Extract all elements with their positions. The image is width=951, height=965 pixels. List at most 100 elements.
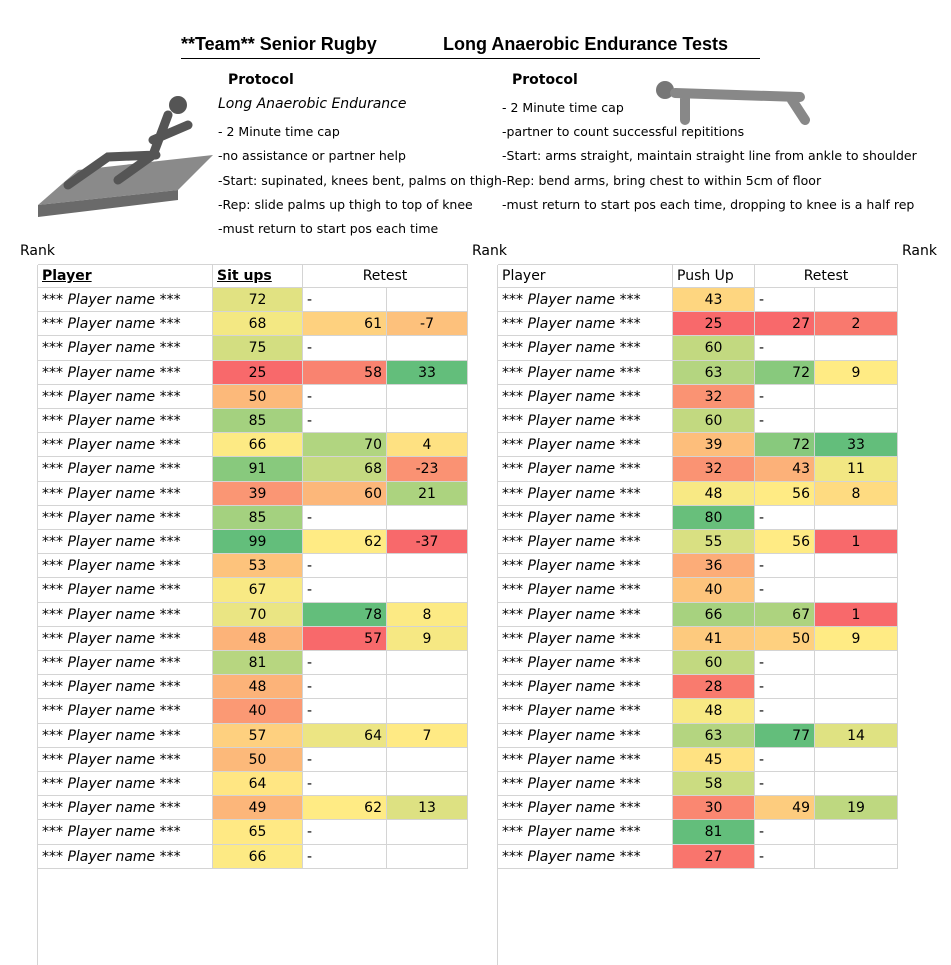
- score-cell: 40: [213, 699, 303, 724]
- player-name: *** Player name ***: [38, 336, 213, 361]
- player-name: *** Player name ***: [498, 481, 673, 506]
- retest-cell: 43: [755, 457, 815, 482]
- player-name: *** Player name ***: [498, 578, 673, 603]
- retest-cell: -: [755, 288, 815, 313]
- retest-cell: -: [303, 772, 387, 797]
- score-cell: 53: [213, 554, 303, 579]
- change-cell: [815, 747, 898, 772]
- score-cell: 75: [213, 336, 303, 361]
- retest-cell: -: [755, 675, 815, 700]
- change-cell: [387, 384, 468, 409]
- change-cell: 9: [815, 626, 898, 651]
- protocol-line: -Rep: bend arms, bring chest to within 5…: [502, 172, 822, 188]
- score-cell: 48: [213, 675, 303, 700]
- score-cell: 25: [673, 312, 755, 337]
- change-cell: 4: [387, 433, 468, 458]
- retest-cell: 68: [303, 457, 387, 482]
- player-name: *** Player name ***: [38, 699, 213, 724]
- change-cell: 8: [387, 602, 468, 627]
- retest-cell: 56: [755, 530, 815, 555]
- change-cell: 1: [815, 530, 898, 555]
- page: **Team** Senior Rugby Long Anaerobic End…: [20, 34, 937, 965]
- score-cell: 68: [213, 312, 303, 337]
- protocol-heading: Protocol: [512, 72, 578, 88]
- score-cell: 58: [673, 772, 755, 797]
- score-cell: 81: [213, 651, 303, 676]
- protocol-heading: Protocol: [228, 72, 294, 88]
- player-name: *** Player name ***: [498, 457, 673, 482]
- score-cell: 60: [673, 336, 755, 361]
- player-name: *** Player name ***: [498, 651, 673, 676]
- retest-cell: 27: [755, 312, 815, 337]
- score-cell: 48: [673, 481, 755, 506]
- change-cell: [815, 772, 898, 797]
- score-cell: 85: [213, 409, 303, 434]
- score-cell: 66: [213, 433, 303, 458]
- score-cell: 43: [673, 288, 755, 313]
- change-cell: 33: [815, 433, 898, 458]
- protocol-subheading: Long Anaerobic Endurance: [218, 96, 407, 112]
- retest-cell: 62: [303, 530, 387, 555]
- player-name: *** Player name ***: [498, 626, 673, 651]
- retest-cell: 50: [755, 626, 815, 651]
- header-player: Player: [498, 265, 673, 288]
- player-name: *** Player name ***: [498, 288, 673, 313]
- change-cell: 13: [387, 796, 468, 821]
- score-cell: 60: [673, 409, 755, 434]
- retest-cell: 60: [303, 481, 387, 506]
- protocol-line: -Start: supinated, knees bent, palms on …: [218, 172, 502, 188]
- change-cell: 2: [815, 312, 898, 337]
- score-cell: 65: [213, 820, 303, 845]
- score-cell: 70: [213, 602, 303, 627]
- score-cell: 45: [673, 747, 755, 772]
- score-cell: 50: [213, 384, 303, 409]
- score-cell: 64: [213, 772, 303, 797]
- score-cell: 55: [673, 530, 755, 555]
- change-cell: [815, 336, 898, 361]
- retest-cell: -: [755, 384, 815, 409]
- score-cell: 80: [673, 505, 755, 530]
- player-name: *** Player name ***: [38, 505, 213, 530]
- score-cell: 39: [213, 481, 303, 506]
- player-name: *** Player name ***: [498, 360, 673, 385]
- player-name: *** Player name ***: [38, 457, 213, 482]
- rank-label: Rank: [472, 243, 507, 259]
- retest-cell: -: [303, 820, 387, 845]
- change-cell: [387, 505, 468, 530]
- player-name: *** Player name ***: [498, 433, 673, 458]
- header-retest: Retest: [755, 265, 898, 288]
- player-name: *** Player name ***: [38, 772, 213, 797]
- score-cell: 32: [673, 457, 755, 482]
- retest-cell: -: [755, 747, 815, 772]
- change-cell: 11: [815, 457, 898, 482]
- retest-cell: 70: [303, 433, 387, 458]
- rank-label: Rank: [20, 243, 55, 259]
- change-cell: 33: [387, 360, 468, 385]
- player-name: *** Player name ***: [38, 578, 213, 603]
- player-name: *** Player name ***: [498, 747, 673, 772]
- player-name: *** Player name ***: [498, 336, 673, 361]
- retest-cell: -: [755, 554, 815, 579]
- header-retest: Retest: [303, 265, 468, 288]
- change-cell: [815, 651, 898, 676]
- score-cell: 25: [213, 360, 303, 385]
- player-name: *** Player name ***: [498, 554, 673, 579]
- player-name: *** Player name ***: [38, 554, 213, 579]
- change-cell: -37: [387, 530, 468, 555]
- retest-cell: 49: [755, 796, 815, 821]
- retest-cell: -: [303, 336, 387, 361]
- player-name: *** Player name ***: [498, 796, 673, 821]
- retest-cell: -: [755, 505, 815, 530]
- retest-cell: 72: [755, 433, 815, 458]
- change-cell: [387, 675, 468, 700]
- retest-cell: -: [303, 505, 387, 530]
- retest-cell: 58: [303, 360, 387, 385]
- protocol-line: -must return to start pos each time, dro…: [502, 196, 915, 212]
- header-player: Player: [38, 265, 213, 288]
- player-name: *** Player name ***: [498, 675, 673, 700]
- score-cell: 40: [673, 578, 755, 603]
- player-name: *** Player name ***: [38, 409, 213, 434]
- retest-cell: -: [755, 844, 815, 869]
- retest-cell: -: [755, 409, 815, 434]
- player-name: *** Player name ***: [38, 360, 213, 385]
